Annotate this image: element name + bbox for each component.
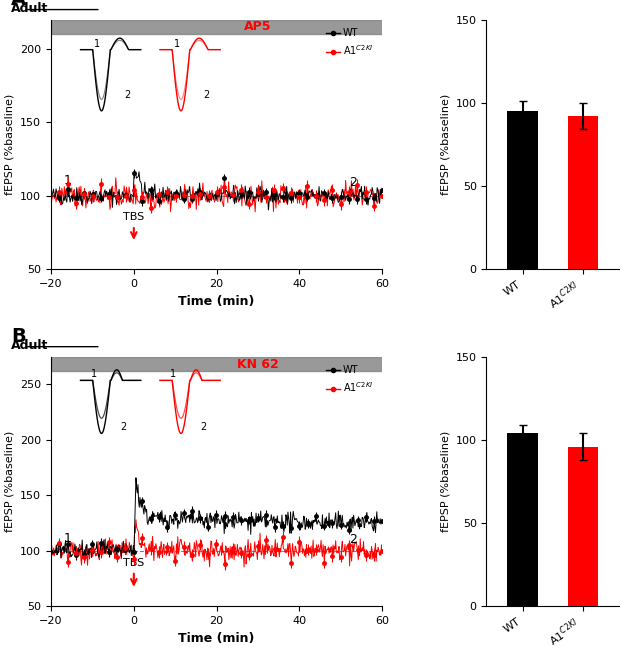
Y-axis label: fEPSP (%baseline): fEPSP (%baseline)	[440, 94, 450, 195]
Bar	[507, 433, 538, 606]
Text: 2: 2	[349, 175, 357, 188]
Text: 1: 1	[63, 174, 71, 187]
Bar	[568, 116, 598, 269]
Text: 2: 2	[349, 533, 357, 546]
Text: TBS: TBS	[123, 213, 144, 222]
Text: Adult: Adult	[11, 339, 48, 352]
Text: B: B	[11, 327, 26, 346]
Y-axis label: fEPSP (%baseline): fEPSP (%baseline)	[4, 94, 15, 195]
Text: 1: 1	[63, 532, 71, 545]
Legend: WT, A1$^{C2KI}$: WT, A1$^{C2KI}$	[322, 361, 377, 398]
Text: Adult: Adult	[11, 2, 48, 15]
Bar	[507, 111, 538, 269]
Text: AP5: AP5	[244, 20, 272, 33]
Y-axis label: fEPSP (%baseline): fEPSP (%baseline)	[4, 431, 15, 532]
X-axis label: Time (min): Time (min)	[179, 295, 255, 308]
Text: KN 62: KN 62	[237, 358, 279, 371]
Text: A: A	[11, 0, 26, 8]
X-axis label: Time (min): Time (min)	[179, 632, 255, 645]
Y-axis label: fEPSP (%baseline): fEPSP (%baseline)	[440, 431, 450, 532]
Text: TBS: TBS	[123, 557, 144, 567]
Legend: WT, A1$^{C2KI}$: WT, A1$^{C2KI}$	[322, 24, 377, 61]
Bar	[51, 20, 382, 35]
Bar	[568, 447, 598, 606]
Bar	[51, 357, 382, 371]
